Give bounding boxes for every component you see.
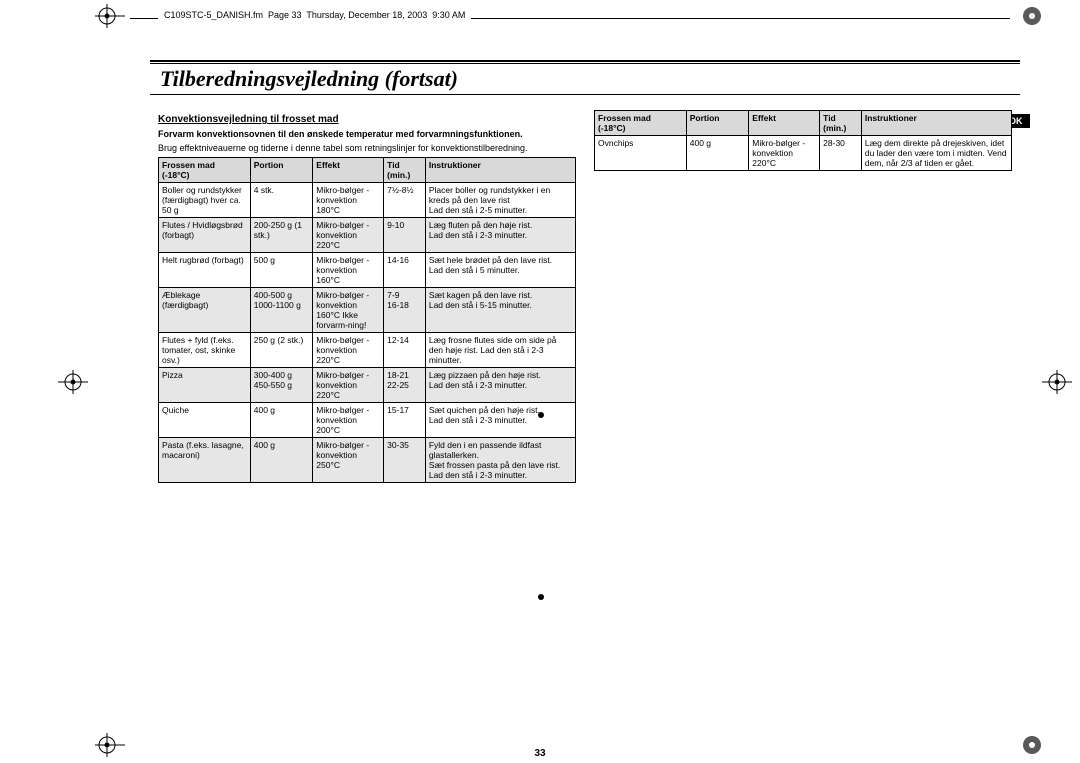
th-food: Frossen mad(-18°C) [159,158,251,183]
table-cell: Mikro-bølger - konvektion 220°C [313,333,384,368]
table-row: Pizza300-400 g 450-550 gMikro-bølger - k… [159,368,576,403]
table-cell: Sæt quichen på den høje rist. Lad den st… [425,403,575,438]
table-cell: 400 g [250,403,313,438]
table-cell: 400-500 g 1000-1100 g [250,288,313,333]
left-column: Konvektionsvejledning til frosset mad Fo… [158,110,576,720]
table-cell: 7½-8½ [384,183,426,218]
title-region: Tilberedningsvejledning (fortsat) [150,60,1020,95]
table-cell: 9-10 [384,218,426,253]
table-cell: 300-400 g 450-550 g [250,368,313,403]
table-cell: Flutes / Hvidløgsbrød (forbagt) [159,218,251,253]
table-cell: Æblekage (færdigbagt) [159,288,251,333]
crop-mark-mid-left [58,370,88,394]
table-row: Flutes / Hvidløgsbrød (forbagt)200-250 g… [159,218,576,253]
table-cell: Mikro-bølger - konvektion 220°C [313,368,384,403]
th-effect: Effekt [313,158,384,183]
table-cell: Placer boller og rundstykker i en kreds … [425,183,575,218]
table-cell: Ovnchips [595,136,687,171]
th-instructions: Instruktioner [425,158,575,183]
table-cell: Læg dem direkte på drejeskiven, idet du … [861,136,1011,171]
table-cell: 7-9 16-18 [384,288,426,333]
table-cell: 400 g [686,136,749,171]
page-number: 33 [534,748,545,759]
table-row: Pasta (f.eks. lasagne, macaroni)400 gMik… [159,438,576,483]
crop-mark-mid-right [1042,370,1072,394]
table-cell: Mikro-bølger - konvektion 200°C [313,403,384,438]
table-row: Quiche400 gMikro-bølger - konvektion 200… [159,403,576,438]
th-instructions: Instruktioner [861,111,1011,136]
table-cell: 30-35 [384,438,426,483]
table-header-row: Frossen mad(-18°C) Portion Effekt Tid(mi… [159,158,576,183]
crop-mark-bottom-left [95,733,125,757]
table-cell: Sæt hele brødet på den lave rist. Lad de… [425,253,575,288]
table-cell: 250 g (2 stk.) [250,333,313,368]
table-cell: 28-30 [820,136,862,171]
crop-mark-bottom-right [1020,733,1044,757]
table-row: Æblekage (færdigbagt)400-500 g 1000-1100… [159,288,576,333]
th-food: Frossen mad(-18°C) [595,111,687,136]
table-cell: Mikro-bølger - konvektion 160°C [313,253,384,288]
table-cell: 14-16 [384,253,426,288]
th-portion: Portion [250,158,313,183]
intro-bold: Forvarm konvektionsovnen til den ønskede… [158,129,576,139]
table-cell: Boller og rundstykker (færdigbagt) hver … [159,183,251,218]
table-cell: Pizza [159,368,251,403]
crop-mark-top-right [1020,4,1044,28]
table-row: Flutes + fyld (f.eks. tomater, ost, skin… [159,333,576,368]
table-cell: 15-17 [384,403,426,438]
table-cell: Mikro-bølger - konvektion 220°C [749,136,820,171]
table-cell: Helt rugbrød (forbagt) [159,253,251,288]
table-cell: 18-21 22-25 [384,368,426,403]
section-subtitle: Konvektionsvejledning til frosset mad [158,114,576,125]
intro-plain: Brug effektniveauerne og tiderne i denne… [158,143,576,153]
table-cell: 200-250 g (1 stk.) [250,218,313,253]
left-table: Frossen mad(-18°C) Portion Effekt Tid(mi… [158,157,576,483]
th-effect: Effekt [749,111,820,136]
page-title: Tilberedningsvejledning (fortsat) [150,64,464,92]
th-time: Tid(min.) [820,111,862,136]
table-cell: Læg pizzaen på den høje rist. Lad den st… [425,368,575,403]
table-cell: Mikro-bølger - konvektion 160°C Ikke for… [313,288,384,333]
table-cell: Quiche [159,403,251,438]
table-cell: 4 stk. [250,183,313,218]
table-cell: Læg frosne flutes side om side på den hø… [425,333,575,368]
right-table: Frossen mad(-18°C) Portion Effekt Tid(mi… [594,110,1012,171]
table-cell: Pasta (f.eks. lasagne, macaroni) [159,438,251,483]
table-cell: Sæt kagen på den lave rist. Lad den stå … [425,288,575,333]
table-row: Helt rugbrød (forbagt)500 gMikro-bølger … [159,253,576,288]
table-cell: Mikro-bølger - konvektion 180°C [313,183,384,218]
table-row: Boller og rundstykker (færdigbagt) hver … [159,183,576,218]
table-cell: Flutes + fyld (f.eks. tomater, ost, skin… [159,333,251,368]
th-time: Tid(min.) [384,158,426,183]
table-cell: Fyld den i en passende ildfast glastalle… [425,438,575,483]
table-cell: 500 g [250,253,313,288]
th-portion: Portion [686,111,749,136]
table-cell: Læg fluten på den høje rist. Lad den stå… [425,218,575,253]
table-row: Ovnchips400 gMikro-bølger - konvektion 2… [595,136,1012,171]
header-filename: C109STC-5_DANISH.fm Page 33 Thursday, De… [158,10,471,20]
table-header-row: Frossen mad(-18°C) Portion Effekt Tid(mi… [595,111,1012,136]
right-column: Frossen mad(-18°C) Portion Effekt Tid(mi… [594,110,1012,720]
table-cell: 12-14 [384,333,426,368]
table-cell: Mikro-bølger - konvektion 220°C [313,218,384,253]
table-cell: Mikro-bølger - konvektion 250°C [313,438,384,483]
crop-mark-top-left [95,4,125,28]
table-cell: 400 g [250,438,313,483]
